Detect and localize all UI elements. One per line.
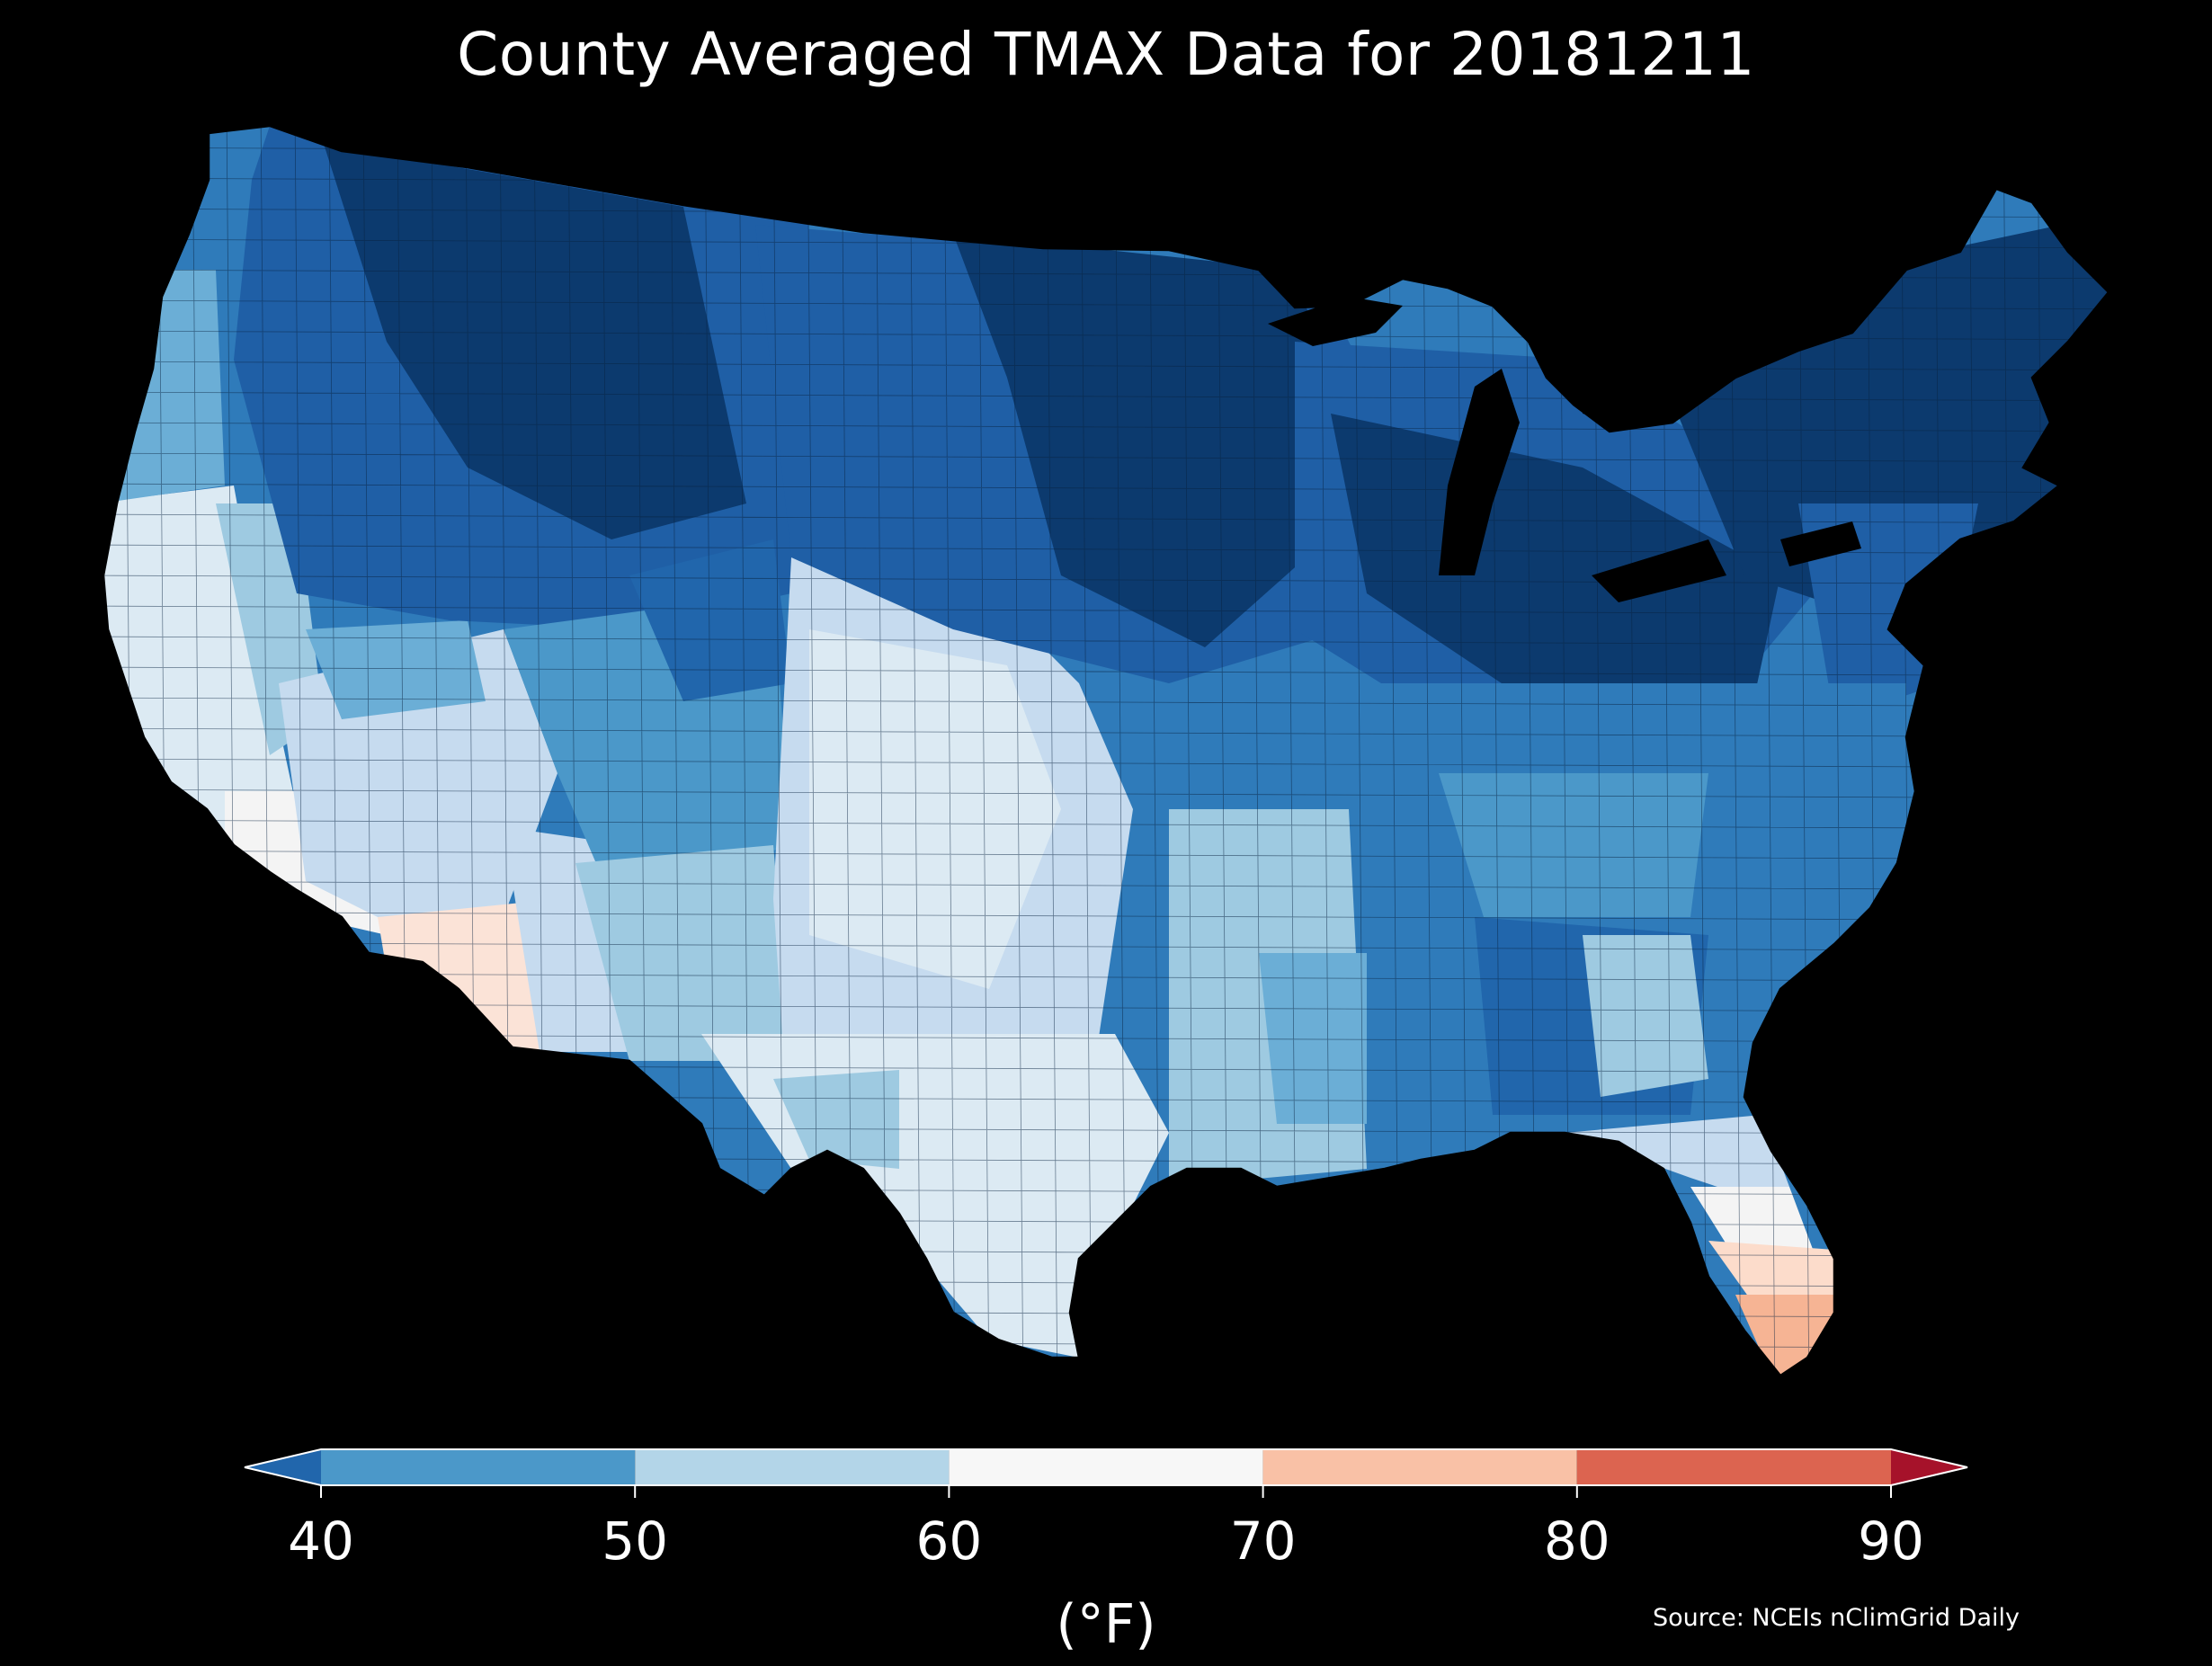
colorbar-extend-high (1891, 1449, 1967, 1485)
colorbar-bin-80-90 (1576, 1449, 1891, 1485)
colorbar-tick-label-70: 70 (1229, 1510, 1297, 1572)
colorbar-bin-70-80 (1262, 1449, 1577, 1485)
colorbar-extend-low (245, 1449, 321, 1485)
colorbar-unit-label: (°F) (1056, 1593, 1156, 1656)
colorbar-bin-50-60 (635, 1449, 950, 1485)
colorbar-bin-40-50 (321, 1449, 636, 1485)
colorbar-tick-label-50: 50 (602, 1510, 669, 1572)
great-lakes (1268, 297, 1861, 602)
colorbar-tick-label-40: 40 (288, 1510, 354, 1572)
colorbar-bin-60-70 (949, 1449, 1263, 1485)
colorbar-tick-label-80: 80 (1543, 1510, 1610, 1572)
source-label: Source: NCEIs nClimGrid Daily (1653, 1604, 2020, 1632)
colorbar-tick-label-90: 90 (1858, 1510, 1924, 1572)
colorbar-tick-label-60: 60 (915, 1510, 983, 1572)
map-title: County Averaged TMAX Data for 20181211 (457, 20, 1755, 89)
